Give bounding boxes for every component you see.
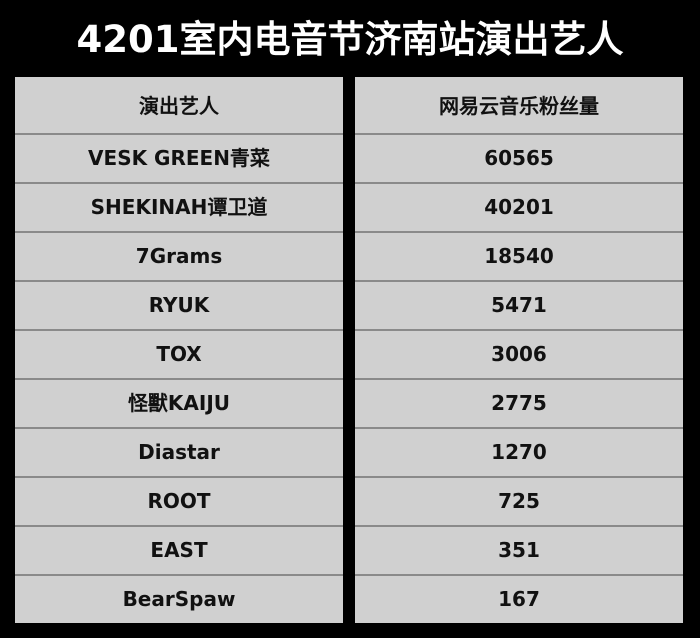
artist-cell: SHEKINAH谭卫道	[15, 184, 343, 233]
artist-cell: EAST	[15, 527, 343, 576]
artist-cell: ROOT	[15, 478, 343, 527]
artist-column: 演出艺人 VESK GREEN青菜 SHEKINAH谭卫道 7Grams RYU…	[15, 77, 343, 623]
artist-cell: BearSpaw	[122, 587, 236, 611]
fans-cell: 351	[355, 527, 683, 576]
artist-cell: TOX	[15, 331, 343, 380]
fans-cell: 3006	[355, 331, 683, 380]
artist-cell: Diastar	[15, 429, 343, 478]
fans-cell: 1270	[355, 429, 683, 478]
page-title: 4201室内电音节济南站演出艺人	[76, 18, 624, 61]
artist-cell: 怪獸KAIJU	[15, 380, 343, 429]
fans-cell: 167	[498, 587, 540, 611]
header-artist: 演出艺人	[15, 77, 343, 135]
artist-cell: RYUK	[15, 282, 343, 331]
fans-cell: 5471	[355, 282, 683, 331]
fans-cell: 725	[355, 478, 683, 527]
artist-cell: 7Grams	[15, 233, 343, 282]
artist-cell: VESK GREEN青菜	[15, 135, 343, 184]
header-fans: 网易云音乐粉丝量	[355, 77, 683, 135]
fans-cell: 40201	[355, 184, 683, 233]
fans-cell: 2775	[355, 380, 683, 429]
fans-column: 网易云音乐粉丝量 60565 40201 18540 5471 3006 277…	[355, 77, 683, 623]
fans-cell: 60565	[355, 135, 683, 184]
fans-cell: 18540	[355, 233, 683, 282]
